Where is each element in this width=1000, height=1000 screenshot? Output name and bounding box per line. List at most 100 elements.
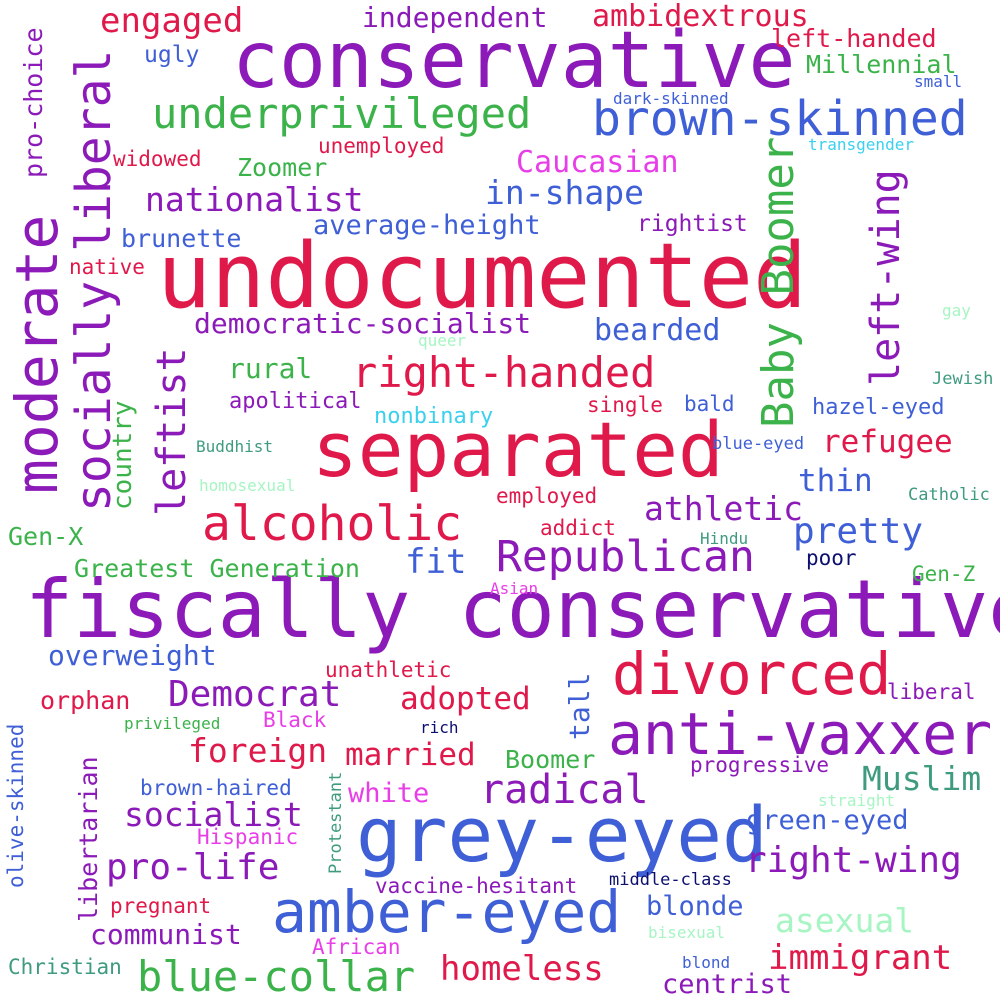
word-nonbinary: nonbinary — [374, 404, 494, 429]
word-grey-eyed: grey-eyed — [356, 790, 768, 879]
word-bisexual: bisexual — [648, 923, 726, 942]
word-rural: rural — [228, 352, 313, 385]
word-engaged: engaged — [100, 1, 244, 41]
word-moderate: moderate — [3, 214, 71, 494]
word-foreign: foreign — [188, 731, 328, 770]
word-homosexual: homosexual — [199, 476, 296, 495]
word-blonde: blonde — [646, 891, 744, 922]
word-unemployed: unemployed — [318, 134, 445, 158]
word-thin: thin — [798, 463, 873, 499]
word-brown-skinned: brown-skinned — [592, 91, 968, 147]
word-libertarian: libertarian — [74, 756, 103, 922]
word-country: country — [108, 400, 138, 510]
word-left-wing: left-wing — [863, 169, 909, 386]
word-transgender: transgender — [808, 135, 914, 154]
word-apolitical: apolitical — [229, 389, 362, 414]
word-communist: communist — [90, 918, 242, 951]
word-straight: straight — [818, 791, 896, 810]
word-independent: independent — [362, 1, 548, 34]
word-republican: Republican — [496, 532, 755, 582]
word-small: small — [914, 72, 963, 91]
word-gen-z: Gen-Z — [912, 562, 976, 586]
word-refugee: refugee — [822, 424, 953, 460]
word-baby-boomer: Baby Boomer — [753, 136, 804, 428]
word-rich: rich — [420, 718, 459, 737]
word-ambidextrous: ambidextrous — [592, 0, 809, 34]
word-widowed: widowed — [113, 147, 202, 171]
word-hindu: Hindu — [700, 529, 749, 548]
word-rightist: rightist — [637, 211, 748, 237]
word-employed: employed — [496, 484, 598, 508]
word-blond: blond — [682, 953, 731, 972]
word-white: white — [348, 778, 430, 809]
word-protestant: Protestant — [326, 771, 346, 874]
word-amber-eyed: amber-eyed — [272, 878, 622, 946]
word-muslim: Muslim — [862, 759, 982, 798]
word-native: native — [69, 255, 145, 279]
word-greatest-generation: Greatest Generation — [74, 554, 360, 583]
word-black: Black — [263, 708, 327, 732]
word-right-handed: blue-collar — [137, 952, 416, 1000]
word-boomer: Boomer — [505, 745, 596, 774]
word-radical: radical — [480, 767, 649, 813]
word-catholic: Catholic — [908, 485, 990, 505]
word-anti-vaxxer: anti-vaxxer — [608, 700, 993, 768]
word-separated: separated — [312, 405, 724, 494]
word-leftist: leftist — [149, 347, 195, 516]
word-vaccine-hesitant: vaccine-hesitant — [375, 874, 578, 898]
word-christian: Christian — [8, 955, 122, 979]
word-progressive: progressive — [690, 753, 830, 777]
word-dark-skinned: dark-skinned — [613, 89, 729, 108]
word-liberal: liberal — [887, 680, 976, 704]
word-hazel-eyed: hazel-eyed — [812, 395, 945, 420]
word-average-height: average-height — [313, 210, 541, 241]
word-blue-collar: right-handed — [352, 348, 656, 397]
word-middle-class: middle-class — [609, 870, 732, 890]
word-brunette: brunette — [121, 224, 242, 253]
word-unathletic: unathletic — [325, 658, 452, 682]
word-conservative: conservative — [232, 16, 796, 106]
word-ugly: ugly — [144, 42, 200, 68]
word-brown-haired: brown-haired — [140, 776, 292, 800]
word-tall: tall — [563, 672, 596, 740]
word-adopted: adopted — [400, 681, 531, 717]
word-privileged: privileged — [124, 714, 221, 733]
word-undocumented: undocumented — [157, 224, 808, 329]
word-alcoholic: alcoholic — [202, 496, 463, 552]
word-asexual: asexual — [775, 901, 915, 940]
word-athletic: athletic — [644, 489, 803, 528]
word-bearded: bearded — [594, 313, 721, 348]
word-fit: fit — [405, 542, 467, 582]
word-jewish: Jewish — [932, 369, 994, 389]
word-zoomer: Zoomer — [237, 153, 328, 182]
word-underprivileged: underprivileged — [152, 89, 532, 138]
word-pregnant: pregnant — [110, 894, 212, 918]
word-gay: gay — [942, 301, 971, 320]
word-right-wing: right-wing — [745, 840, 962, 881]
word-olive-skinned: olive-skinned — [4, 723, 28, 888]
word-homeless: homeless — [440, 949, 604, 989]
word-democrat: Democrat — [168, 674, 342, 715]
word-democratic-socialist: democratic-socialist — [194, 307, 532, 340]
word-pro-choice: pro-choice — [19, 27, 48, 178]
word-pro-life: pro-life — [106, 847, 280, 888]
word-caucasian: Caucasian — [516, 145, 679, 180]
word-fiscally-conservative: fiscally conservative — [25, 563, 1000, 656]
word-immigrant: immigrant — [768, 938, 953, 978]
word-green-eyed: green-eyed — [746, 805, 909, 836]
word-socialist: socialist — [124, 795, 303, 834]
word-pretty: pretty — [793, 511, 924, 552]
word-in-shape: in-shape — [485, 173, 644, 212]
word-poor: poor — [806, 546, 857, 570]
word-left-handed: left-handed — [771, 24, 937, 53]
word-hispanic: Hispanic — [197, 825, 299, 849]
word-asian: Asian — [490, 579, 539, 598]
word-married: married — [345, 737, 476, 773]
word-divorced: divorced — [612, 640, 892, 708]
word-bald: bald — [684, 392, 735, 416]
word-overweight: overweight — [48, 639, 217, 672]
word-single: single — [587, 393, 663, 417]
word-gen-x: Gen-X — [8, 522, 84, 551]
word-nationalist: nationalist — [145, 180, 364, 219]
